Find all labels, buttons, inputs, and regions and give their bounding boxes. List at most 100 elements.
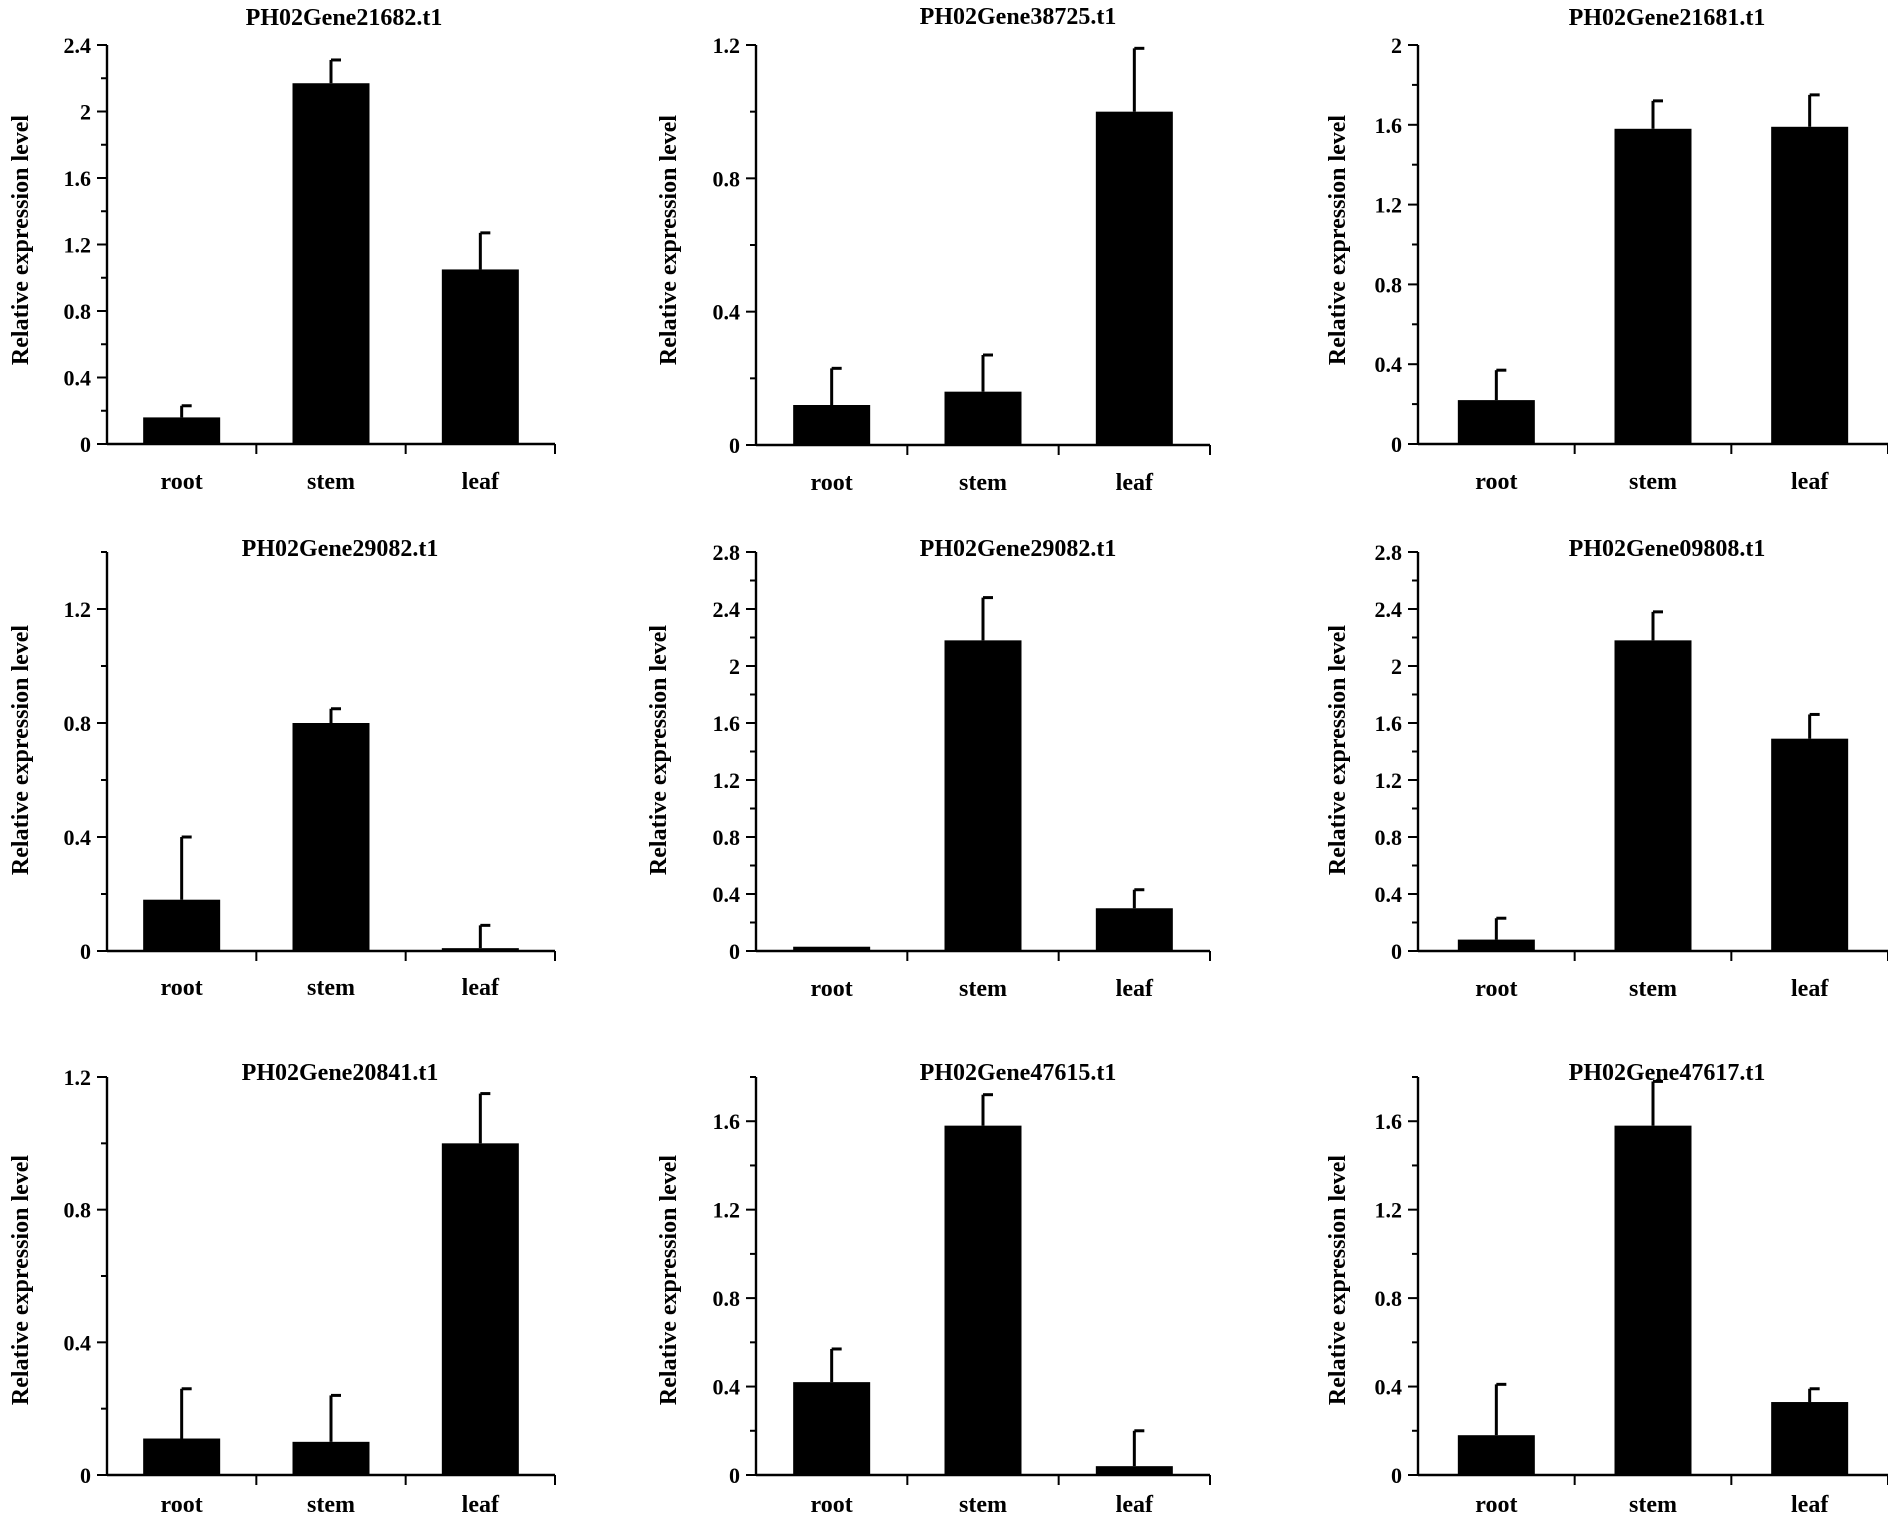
bar-leaf [441, 1143, 519, 1475]
bar-root [143, 417, 221, 444]
y-tick-label: 1.2 [1375, 768, 1403, 793]
chart-title: PH02Gene29082.t1 [920, 536, 1117, 562]
chart-panel-1: PH02Gene21682.t1 Relative expression leve… [8, 5, 556, 495]
bar-stem [944, 640, 1022, 951]
chart-title: PH02Gene47617.t1 [1569, 1060, 1766, 1086]
y-tick-label: 0 [729, 939, 740, 964]
y-tick-label: 0 [80, 1463, 91, 1488]
chart-panel-8: PH02Gene47615.t1 Relative expression leve… [656, 1060, 1211, 1518]
chart-panel-7: PH02Gene20841.t1 Relative expression leve… [8, 1060, 556, 1518]
y-tick-label: 0.4 [713, 1375, 741, 1400]
x-tick-label-root: root [1475, 976, 1517, 1002]
y-tick-label: 0 [1391, 1463, 1402, 1488]
chart-title: PH02Gene09808.t1 [1569, 536, 1766, 562]
chart-panel-4: PH02Gene29082.t1 Relative expression leve… [8, 536, 556, 1001]
x-tick-label-root: root [811, 1492, 853, 1518]
y-tick-label: 1.2 [1375, 1198, 1403, 1223]
bar-root [143, 1438, 221, 1475]
y-tick-label: 2 [80, 100, 91, 125]
bar-root [793, 405, 871, 445]
x-tick-label-leaf: leaf [462, 1492, 500, 1518]
x-tick-label-stem: stem [307, 469, 355, 495]
y-tick-label: 1.2 [713, 1198, 741, 1223]
x-tick-label-stem: stem [307, 1492, 355, 1518]
y-tick-label: 2.4 [1375, 597, 1403, 622]
x-tick-label-stem: stem [959, 1492, 1007, 1518]
y-tick-label: 0.8 [713, 166, 741, 191]
bar-stem [292, 83, 370, 445]
chart-title: PH02Gene29082.t1 [242, 536, 439, 562]
y-tick-label: 0.8 [64, 299, 92, 324]
bar-root [1457, 400, 1535, 444]
y-tick-label: 0 [729, 1463, 740, 1488]
y-tick-label: 1.2 [1375, 193, 1403, 218]
bar-stem [944, 391, 1022, 445]
bar-leaf [1095, 1466, 1173, 1475]
bar-leaf [441, 948, 519, 951]
bar-leaf [1095, 111, 1173, 446]
bar-root [1457, 1435, 1535, 1475]
y-tick-label: 2 [1391, 33, 1402, 58]
x-tick-label-stem: stem [1629, 1492, 1677, 1518]
y-tick-label: 0.8 [1375, 825, 1403, 850]
y-tick-label: 1.2 [713, 768, 741, 793]
chart-panel-3: PH02Gene21681.t1 Relative expression leve… [1325, 5, 1888, 495]
y-tick-label: 0.4 [64, 1330, 92, 1355]
y-tick-label: 0.8 [64, 1198, 92, 1223]
chart-title: PH02Gene47615.t1 [920, 1060, 1117, 1086]
x-tick-label-leaf: leaf [1791, 976, 1829, 1002]
y-tick-label: 0 [80, 432, 91, 457]
chart-panel-2: PH02Gene38725.t1 Relative expression leve… [656, 4, 1211, 496]
x-tick-label-root: root [1475, 469, 1517, 495]
x-tick-label-root: root [1475, 1492, 1517, 1518]
y-tick-label: 0.8 [1375, 1286, 1403, 1311]
x-tick-label-root: root [811, 976, 853, 1002]
y-axis-label: Relative expression level [646, 625, 672, 876]
y-tick-label: 2.4 [713, 597, 741, 622]
bar-leaf [441, 269, 519, 444]
y-tick-label: 1.6 [1375, 711, 1403, 736]
bar-leaf [1771, 1402, 1849, 1475]
y-axis-label: Relative expression level [1325, 625, 1351, 876]
x-tick-label-root: root [811, 470, 853, 496]
y-tick-label: 2.8 [713, 540, 741, 565]
chart-title: PH02Gene20841.t1 [242, 1060, 439, 1086]
bar-stem [944, 1125, 1022, 1475]
x-tick-label-stem: stem [959, 470, 1007, 496]
chart-title: PH02Gene38725.t1 [920, 4, 1117, 30]
bar-root [1457, 939, 1535, 951]
chart-title: PH02Gene21682.t1 [246, 5, 443, 31]
y-tick-label: 0.4 [1375, 882, 1403, 907]
y-tick-label: 0.4 [1375, 1375, 1403, 1400]
x-tick-label-stem: stem [1629, 976, 1677, 1002]
y-axis-label: Relative expression level [656, 1155, 682, 1406]
chart-panel-5: PH02Gene29082.t1 Relative expression leve… [646, 536, 1211, 1002]
y-tick-label: 0.4 [64, 825, 92, 850]
x-tick-label-root: root [161, 1492, 203, 1518]
y-axis-label: Relative expression level [656, 115, 682, 366]
y-tick-label: 0.8 [1375, 272, 1403, 297]
y-tick-label: 2 [729, 654, 740, 679]
x-tick-label-leaf: leaf [1116, 1492, 1154, 1518]
x-tick-label-leaf: leaf [462, 469, 500, 495]
y-tick-label: 0 [729, 433, 740, 458]
x-tick-label-leaf: leaf [1116, 976, 1154, 1002]
bar-stem [1614, 128, 1692, 445]
y-tick-label: 1.6 [64, 166, 92, 191]
bar-stem [292, 1441, 370, 1475]
chart-panel-6: PH02Gene09808.t1 Relative expression leve… [1325, 536, 1888, 1002]
bar-leaf [1771, 738, 1849, 951]
y-tick-label: 1.6 [713, 1109, 741, 1134]
x-tick-label-stem: stem [1629, 469, 1677, 495]
y-axis-label: Relative expression level [1325, 1155, 1351, 1406]
y-axis-label: Relative expression level [8, 625, 34, 876]
x-tick-label-leaf: leaf [1116, 470, 1154, 496]
y-tick-label: 0.8 [713, 825, 741, 850]
y-axis-label: Relative expression level [8, 115, 34, 366]
y-tick-label: 2 [1391, 654, 1402, 679]
x-tick-label-root: root [161, 975, 203, 1001]
y-tick-label: 1.2 [64, 233, 92, 258]
x-tick-label-leaf: leaf [1791, 1492, 1829, 1518]
y-tick-label: 0.4 [64, 366, 92, 391]
